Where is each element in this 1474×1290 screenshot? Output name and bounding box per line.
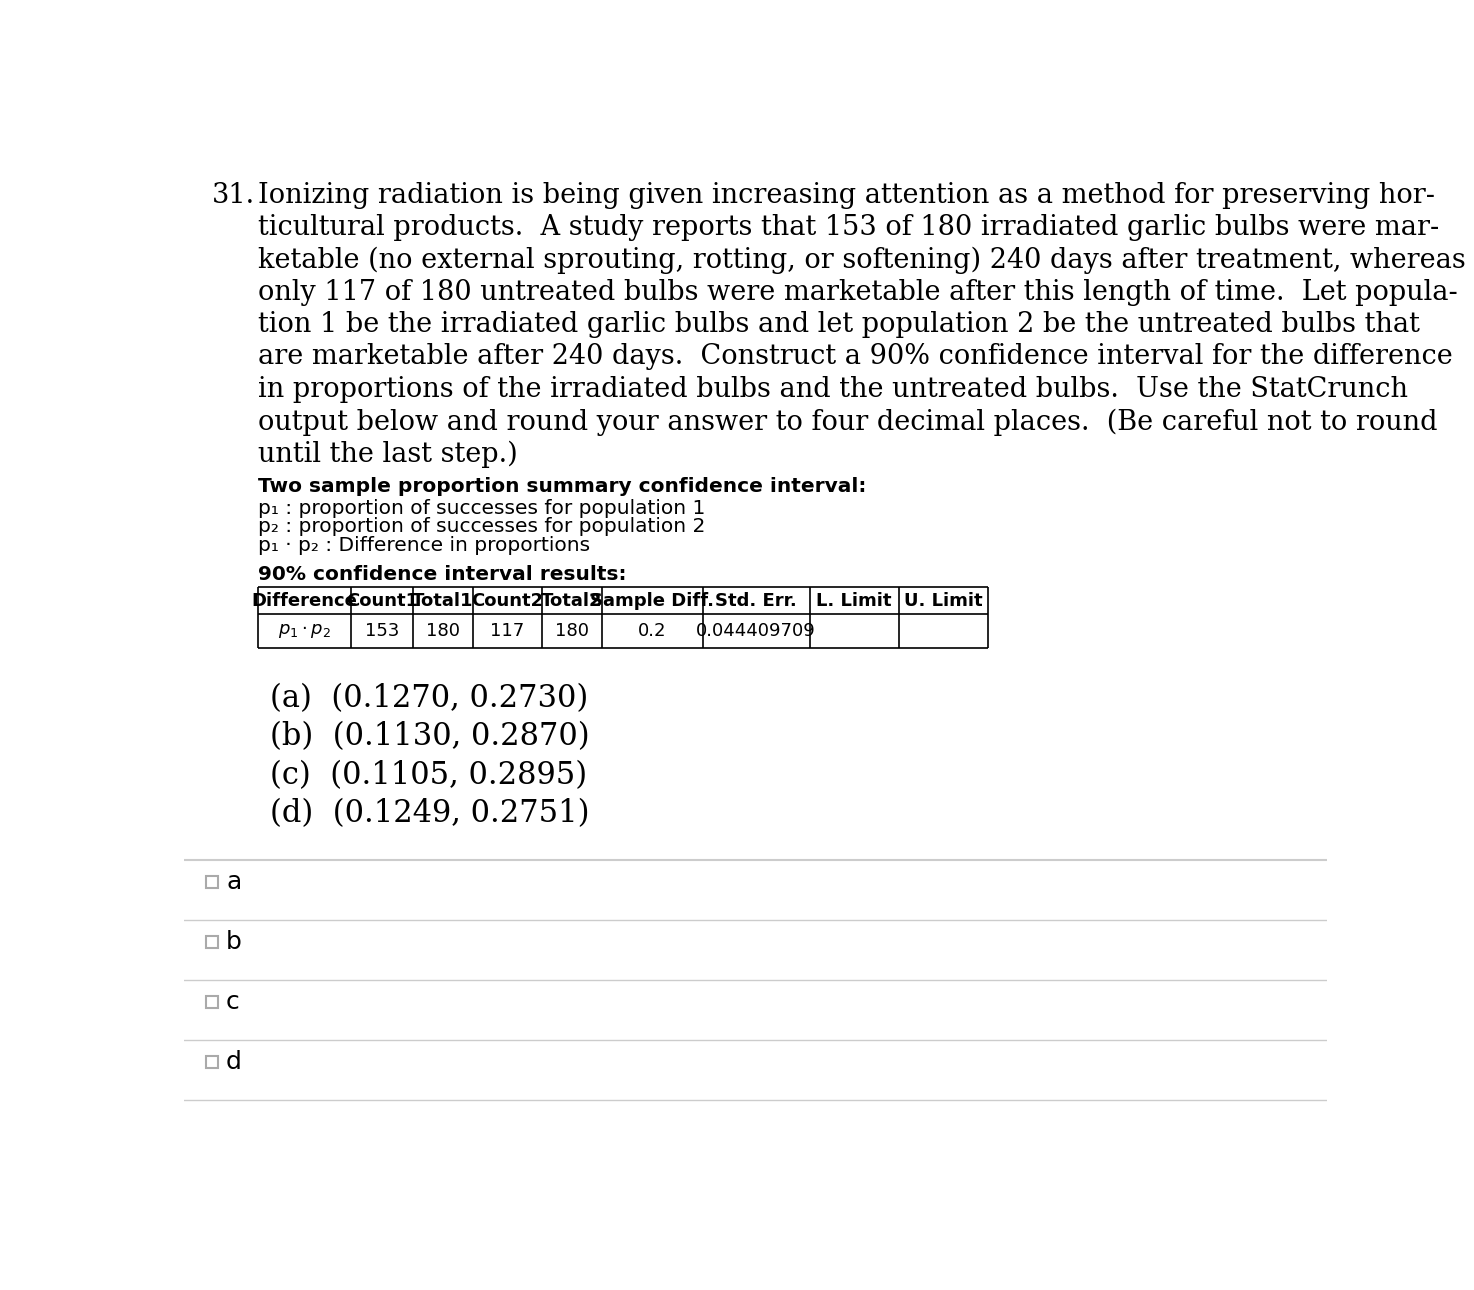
Text: Ionizing radiation is being given increasing attention as a method for preservin: Ionizing radiation is being given increa… <box>258 182 1434 209</box>
Text: c: c <box>226 989 240 1014</box>
Text: L. Limit: L. Limit <box>817 592 892 610</box>
Text: 180: 180 <box>426 623 460 640</box>
Bar <box>206 935 218 948</box>
Text: until the last step.): until the last step.) <box>258 440 517 468</box>
Text: p₁ : proportion of successes for population 1: p₁ : proportion of successes for populat… <box>258 499 705 519</box>
Text: are marketable after 240 days.  Construct a 90% confidence interval for the diff: are marketable after 240 days. Construct… <box>258 343 1452 370</box>
Text: U. Limit: U. Limit <box>904 592 983 610</box>
Text: ticultural products.  A study reports that 153 of 180 irradiated garlic bulbs we: ticultural products. A study reports tha… <box>258 214 1439 241</box>
Text: Difference: Difference <box>252 592 357 610</box>
Text: b: b <box>226 930 242 953</box>
Text: p₂ : proportion of successes for population 2: p₂ : proportion of successes for populat… <box>258 517 705 537</box>
Text: output below and round your answer to four decimal places.  (Be careful not to r: output below and round your answer to fo… <box>258 408 1437 436</box>
Text: 90% confidence interval results:: 90% confidence interval results: <box>258 565 626 584</box>
Text: 0.044409709: 0.044409709 <box>696 623 817 640</box>
Text: 0.2: 0.2 <box>638 623 666 640</box>
Text: Count1: Count1 <box>346 592 419 610</box>
Text: Total2: Total2 <box>541 592 603 610</box>
Text: Count2: Count2 <box>472 592 544 610</box>
Text: (b)  (0.1130, 0.2870): (b) (0.1130, 0.2870) <box>270 721 590 752</box>
Text: Total1: Total1 <box>413 592 473 610</box>
Text: (d)  (0.1249, 0.2751): (d) (0.1249, 0.2751) <box>270 799 590 829</box>
Text: ketable (no external sprouting, rotting, or softening) 240 days after treatment,: ketable (no external sprouting, rotting,… <box>258 246 1465 273</box>
Text: (a)  (0.1270, 0.2730): (a) (0.1270, 0.2730) <box>270 682 588 715</box>
Text: 180: 180 <box>554 623 588 640</box>
Text: tion 1 be the irradiated garlic bulbs and let population 2 be the untreated bulb: tion 1 be the irradiated garlic bulbs an… <box>258 311 1419 338</box>
Text: 153: 153 <box>364 623 399 640</box>
Text: Std. Err.: Std. Err. <box>715 592 797 610</box>
Text: 31.: 31. <box>211 182 255 209</box>
Bar <box>206 876 218 888</box>
Text: 117: 117 <box>491 623 525 640</box>
Text: a: a <box>226 869 242 894</box>
Bar <box>206 1055 218 1068</box>
Text: p₁ · p₂ : Difference in proportions: p₁ · p₂ : Difference in proportions <box>258 535 590 555</box>
Text: $p_1 \cdot p_2$: $p_1 \cdot p_2$ <box>279 623 330 640</box>
Text: d: d <box>226 1050 242 1073</box>
Text: only 117 of 180 untreated bulbs were marketable after this length of time.  Let : only 117 of 180 untreated bulbs were mar… <box>258 279 1458 306</box>
Text: Sample Diff.: Sample Diff. <box>591 592 715 610</box>
Text: Two sample proportion summary confidence interval:: Two sample proportion summary confidence… <box>258 477 867 497</box>
Bar <box>206 996 218 1007</box>
Text: in proportions of the irradiated bulbs and the untreated bulbs.  Use the StatCru: in proportions of the irradiated bulbs a… <box>258 375 1408 402</box>
Text: (c)  (0.1105, 0.2895): (c) (0.1105, 0.2895) <box>270 760 587 791</box>
